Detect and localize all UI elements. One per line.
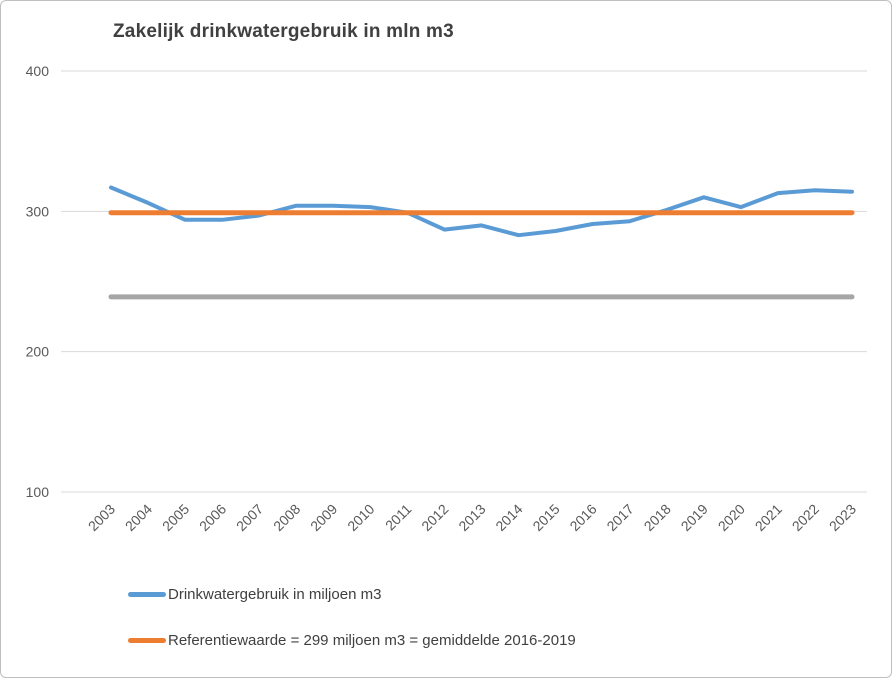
- legend-label: Drinkwatergebruik in miljoen m3: [168, 585, 382, 603]
- x-axis-year-label: 2017: [603, 501, 636, 534]
- y-axis-tick-label: 400: [26, 63, 50, 79]
- line-chart: 400 300 200 100 2003 2004 2005 2006 2007 2008 2009…: [26, 63, 867, 534]
- legend-item: Referentiewaarde = 299 miljoen m3 = gemi…: [128, 631, 728, 649]
- x-axis-year-label: 2008: [270, 501, 303, 534]
- x-axis-year-label: 2021: [752, 501, 785, 534]
- x-axis-year-label: 2016: [566, 501, 599, 534]
- y-axis-tick-label: 100: [26, 484, 50, 500]
- x-axis-year-label: 2022: [789, 501, 822, 534]
- x-axis-year-label: 2003: [85, 501, 118, 534]
- legend-line-swatch: [128, 637, 166, 643]
- y-axis-tick-label: 200: [26, 344, 50, 360]
- chart-title: Zakelijk drinkwatergebruik in mln m3: [113, 21, 454, 42]
- series-line: [109, 185, 854, 238]
- x-axis-year-label: 2005: [159, 501, 192, 534]
- x-axis-year-label: 2013: [455, 501, 488, 534]
- x-axis-year-label: 2004: [122, 501, 155, 534]
- chart-legend: Drinkwatergebruik in miljoen m3 Referenti…: [128, 585, 728, 677]
- legend-line-swatch: [128, 591, 166, 597]
- x-axis-year-label: 2023: [826, 501, 859, 534]
- x-axis-year-label: 2014: [492, 501, 525, 534]
- x-axis-year-label: 2010: [344, 501, 377, 534]
- x-axis-year-label: 2020: [715, 501, 748, 534]
- legend-label: Referentiewaarde = 299 miljoen m3 = gemi…: [168, 631, 576, 649]
- x-axis-year-label: 2012: [418, 501, 451, 534]
- x-axis-year-label: 2007: [233, 501, 266, 534]
- legend-item: Drinkwatergebruik in miljoen m3: [128, 585, 728, 603]
- x-axis-year-label: 2019: [678, 501, 711, 534]
- x-axis-year-label: 2011: [382, 501, 415, 534]
- x-axis-year-label: 2006: [196, 501, 229, 534]
- x-axis-year-label: 2018: [641, 501, 674, 534]
- x-axis-year-label: 2015: [529, 501, 562, 534]
- x-axis-year-label: 2009: [307, 501, 340, 534]
- y-axis-tick-label: 300: [26, 203, 50, 219]
